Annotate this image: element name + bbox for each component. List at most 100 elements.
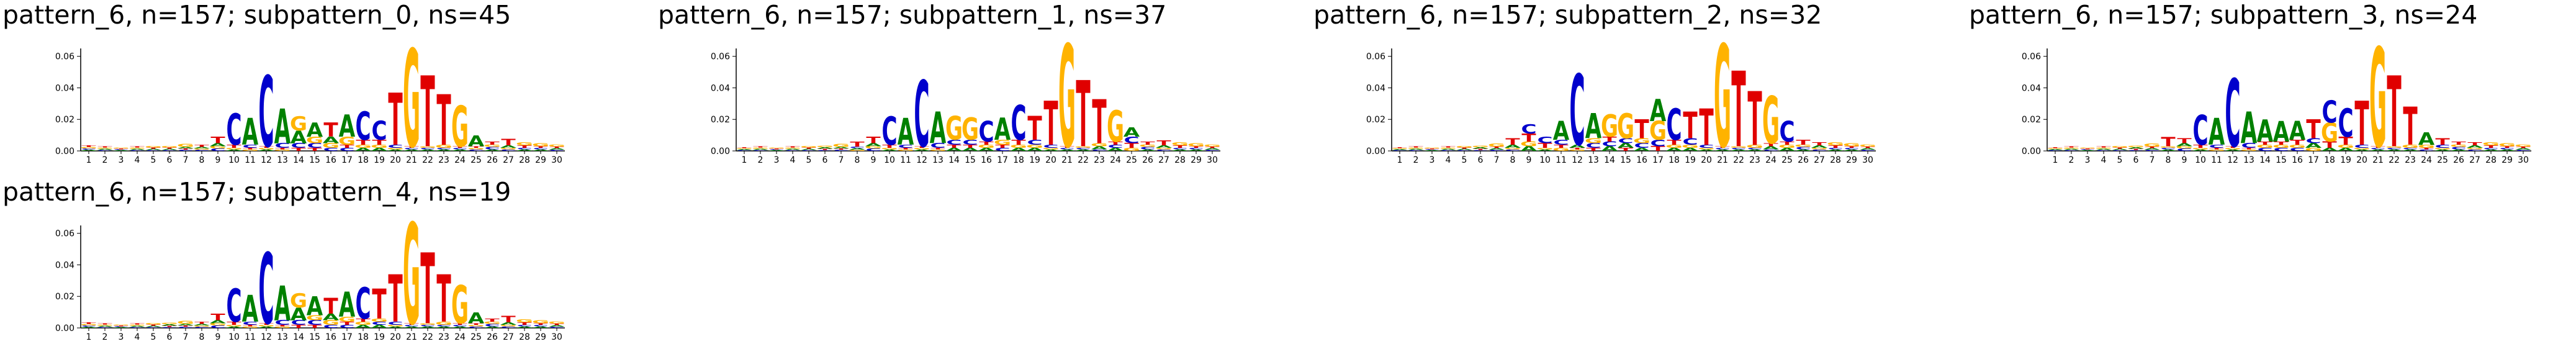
logo-letter-A: A: [420, 149, 436, 152]
logo-letter-C: C: [1666, 99, 1682, 150]
x-tick-label: 27: [503, 155, 514, 165]
logo-letter-C: C: [2047, 150, 2063, 151]
logo-letter-G: G: [1504, 147, 1521, 150]
logo-letter-T: T: [210, 312, 225, 322]
logo-panel-subpattern-0: pattern_6, n=157; subpattern_0, ns=45 0.…: [0, 0, 621, 177]
logo-letter-G: G: [768, 147, 785, 148]
logo-letter-T: T: [1076, 63, 1090, 168]
logo-letter-T: T: [2354, 89, 2369, 159]
logo-letter-G: G: [1010, 143, 1027, 148]
x-tick-label: 3: [1430, 155, 1435, 165]
y-tick-label: 0.02: [55, 292, 74, 302]
x-tick-label: 1: [1397, 155, 1403, 165]
logo-letter-G: G: [338, 315, 356, 323]
logo-letter-G: G: [1439, 147, 1457, 149]
logo-letter-T: T: [2306, 114, 2320, 144]
x-tick-label: 16: [1636, 155, 1647, 165]
logo-letter-A: A: [2257, 114, 2274, 149]
logo-letter-C: C: [113, 149, 128, 150]
logo-letter-A: A: [914, 149, 930, 152]
logo-letter-A: A: [533, 326, 549, 329]
x-tick-label: 3: [774, 155, 780, 165]
logo-letter-G: G: [177, 320, 194, 325]
x-tick-label: 3: [119, 332, 124, 342]
logo-letter-A: A: [1731, 149, 1747, 152]
logo-letter-T: T: [485, 317, 500, 322]
logo-letter-T: T: [81, 322, 96, 324]
logo-letter-G: G: [322, 142, 340, 149]
logo-letter-G: G: [2434, 147, 2451, 150]
logo-letter-A: A: [1618, 142, 1634, 149]
x-tick-label: 29: [1846, 155, 1857, 165]
logo-letter-G: G: [1074, 146, 1092, 148]
logo-letter-A: A: [2079, 150, 2096, 151]
logo-letter-C: C: [307, 319, 322, 326]
logo-letter-G: G: [961, 112, 979, 147]
logo-letter-G: G: [274, 326, 291, 329]
logo-letter-C: C: [930, 142, 945, 149]
x-tick-label: 22: [422, 332, 433, 342]
x-tick-label: 9: [215, 332, 221, 342]
logo-letter-G: G: [161, 322, 178, 325]
logo-letter-A: A: [2063, 148, 2080, 150]
y-tick-label: 0.02: [2022, 115, 2041, 125]
y-tick-label: 0.00: [711, 147, 730, 157]
logo-letter-C: C: [500, 326, 516, 329]
logo-letter-T: T: [1425, 148, 1439, 150]
logo-letter-C: C: [1505, 149, 1520, 152]
x-tick-label: 4: [135, 332, 140, 342]
x-tick-label: 16: [2292, 155, 2303, 165]
logo-letter-C: C: [1714, 147, 1730, 150]
logo-letter-C: C: [452, 324, 467, 327]
logo-letter-C: C: [549, 149, 564, 151]
logo-letter-T: T: [1667, 138, 1682, 146]
logo-letter-C: C: [436, 147, 451, 150]
logo-letter-A: A: [1204, 148, 1221, 150]
x-tick-label: 29: [535, 155, 546, 165]
logo-letter-C: C: [1844, 147, 1859, 150]
logo-letter-T: T: [2258, 140, 2272, 145]
logo-letter-A: A: [1172, 149, 1189, 152]
x-tick-label: 2: [1413, 155, 1419, 165]
x-tick-label: 7: [183, 155, 189, 165]
logo-letter-C: C: [371, 116, 387, 146]
logo-letter-T: T: [388, 262, 402, 337]
logo-letter-A: A: [2241, 103, 2258, 153]
logo-letter-A: A: [1027, 147, 1043, 152]
logo-letter-C: C: [1091, 149, 1107, 152]
logo-letter-C: C: [420, 147, 435, 150]
x-tick-label: 21: [1717, 155, 1728, 165]
x-tick-label: 9: [215, 155, 221, 165]
logo-letter-T: T: [97, 146, 112, 148]
logo-letter-T: T: [1108, 140, 1123, 145]
y-tick-label: 0.00: [55, 324, 74, 334]
logo-letter-G: G: [1778, 143, 1796, 148]
logo-letter-G: G: [2466, 147, 2484, 150]
logo-letter-C: C: [1204, 149, 1220, 151]
logo-letter-C: C: [242, 320, 258, 325]
logo-letter-G: G: [2256, 143, 2274, 148]
logo-letter-C: C: [533, 324, 548, 327]
logo-letter-C: C: [1140, 147, 1155, 150]
logo-letter-T: T: [1554, 143, 1569, 148]
x-tick-label: 1: [86, 155, 92, 165]
x-tick-label: 3: [2085, 155, 2091, 165]
logo-letter-G: G: [241, 326, 259, 329]
logo-letter-C: C: [145, 327, 161, 328]
logo-letter-C: C: [994, 147, 1010, 152]
logo-letter-C: C: [752, 150, 768, 151]
x-tick-label: 11: [1556, 155, 1567, 165]
logo-letter-G: G: [832, 143, 850, 148]
logo-letter-G: G: [2192, 147, 2209, 150]
x-tick-label: 29: [535, 332, 546, 342]
logo-letter-A: A: [355, 147, 371, 152]
logo-letter-A: A: [2047, 149, 2064, 150]
logo-letter-A: A: [1188, 149, 1205, 152]
logo-letter-A: A: [355, 324, 371, 329]
logo-letter-G: G: [1042, 147, 1060, 150]
logo-letter-A: A: [1585, 106, 1602, 147]
logo-letter-G: G: [1859, 144, 1876, 147]
logo-letter-T: T: [404, 146, 419, 148]
logo-letter-C: C: [1156, 149, 1171, 152]
x-tick-label: 20: [1701, 155, 1712, 165]
